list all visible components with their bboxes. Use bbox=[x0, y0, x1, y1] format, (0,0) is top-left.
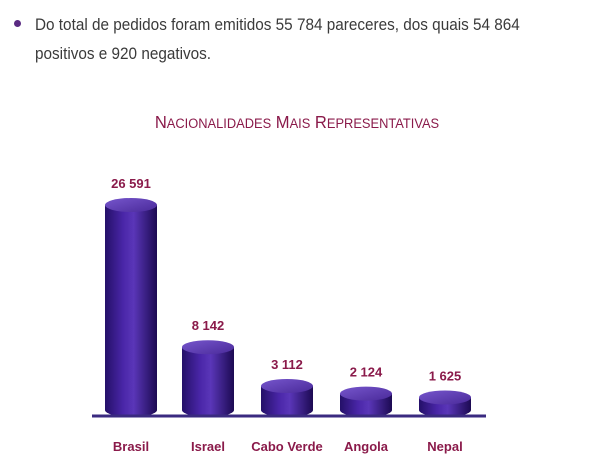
category-label: Angola bbox=[344, 439, 389, 454]
bar-nepal bbox=[419, 390, 471, 417]
bullet-text: Do total de pedidos foram emitidos 55 78… bbox=[35, 15, 520, 63]
value-label: 2 124 bbox=[350, 365, 383, 380]
bar-israel bbox=[182, 340, 234, 417]
bar-body bbox=[105, 205, 157, 417]
category-labels-group: Brasil Israel Cabo Verde Angola Nepal bbox=[113, 439, 463, 454]
category-label: Brasil bbox=[113, 439, 149, 454]
bar-top bbox=[182, 340, 234, 355]
value-label: 3 112 bbox=[271, 357, 303, 372]
value-label: 26 591 bbox=[111, 176, 151, 191]
bar-top bbox=[340, 386, 392, 401]
chart-title: NACIONALIDADES MAIS REPRESENTATIVAS bbox=[155, 111, 439, 132]
bar-angola bbox=[340, 386, 392, 417]
bar-cabo-verde bbox=[261, 379, 313, 417]
value-label: 1 625 bbox=[429, 368, 462, 383]
bar-top bbox=[105, 198, 157, 212]
value-labels-group: 26 591 8 142 3 112 2 124 1 625 bbox=[111, 176, 461, 383]
bar-body bbox=[182, 347, 234, 417]
value-label: 8 142 bbox=[192, 318, 225, 333]
bullet-dot-icon bbox=[14, 20, 21, 27]
bullet-point: Do total de pedidos foram emitidos 55 78… bbox=[14, 10, 592, 68]
chart-title-group: NACIONALIDADES MAIS REPRESENTATIVAS bbox=[155, 111, 439, 132]
bar-body bbox=[261, 386, 313, 417]
category-label: Cabo Verde bbox=[251, 439, 323, 454]
category-label: Nepal bbox=[427, 439, 462, 454]
bar-top bbox=[419, 390, 471, 405]
bar-brasil bbox=[105, 198, 157, 417]
bars-group bbox=[105, 198, 471, 417]
bar-top bbox=[261, 379, 313, 394]
category-label: Israel bbox=[191, 439, 225, 454]
